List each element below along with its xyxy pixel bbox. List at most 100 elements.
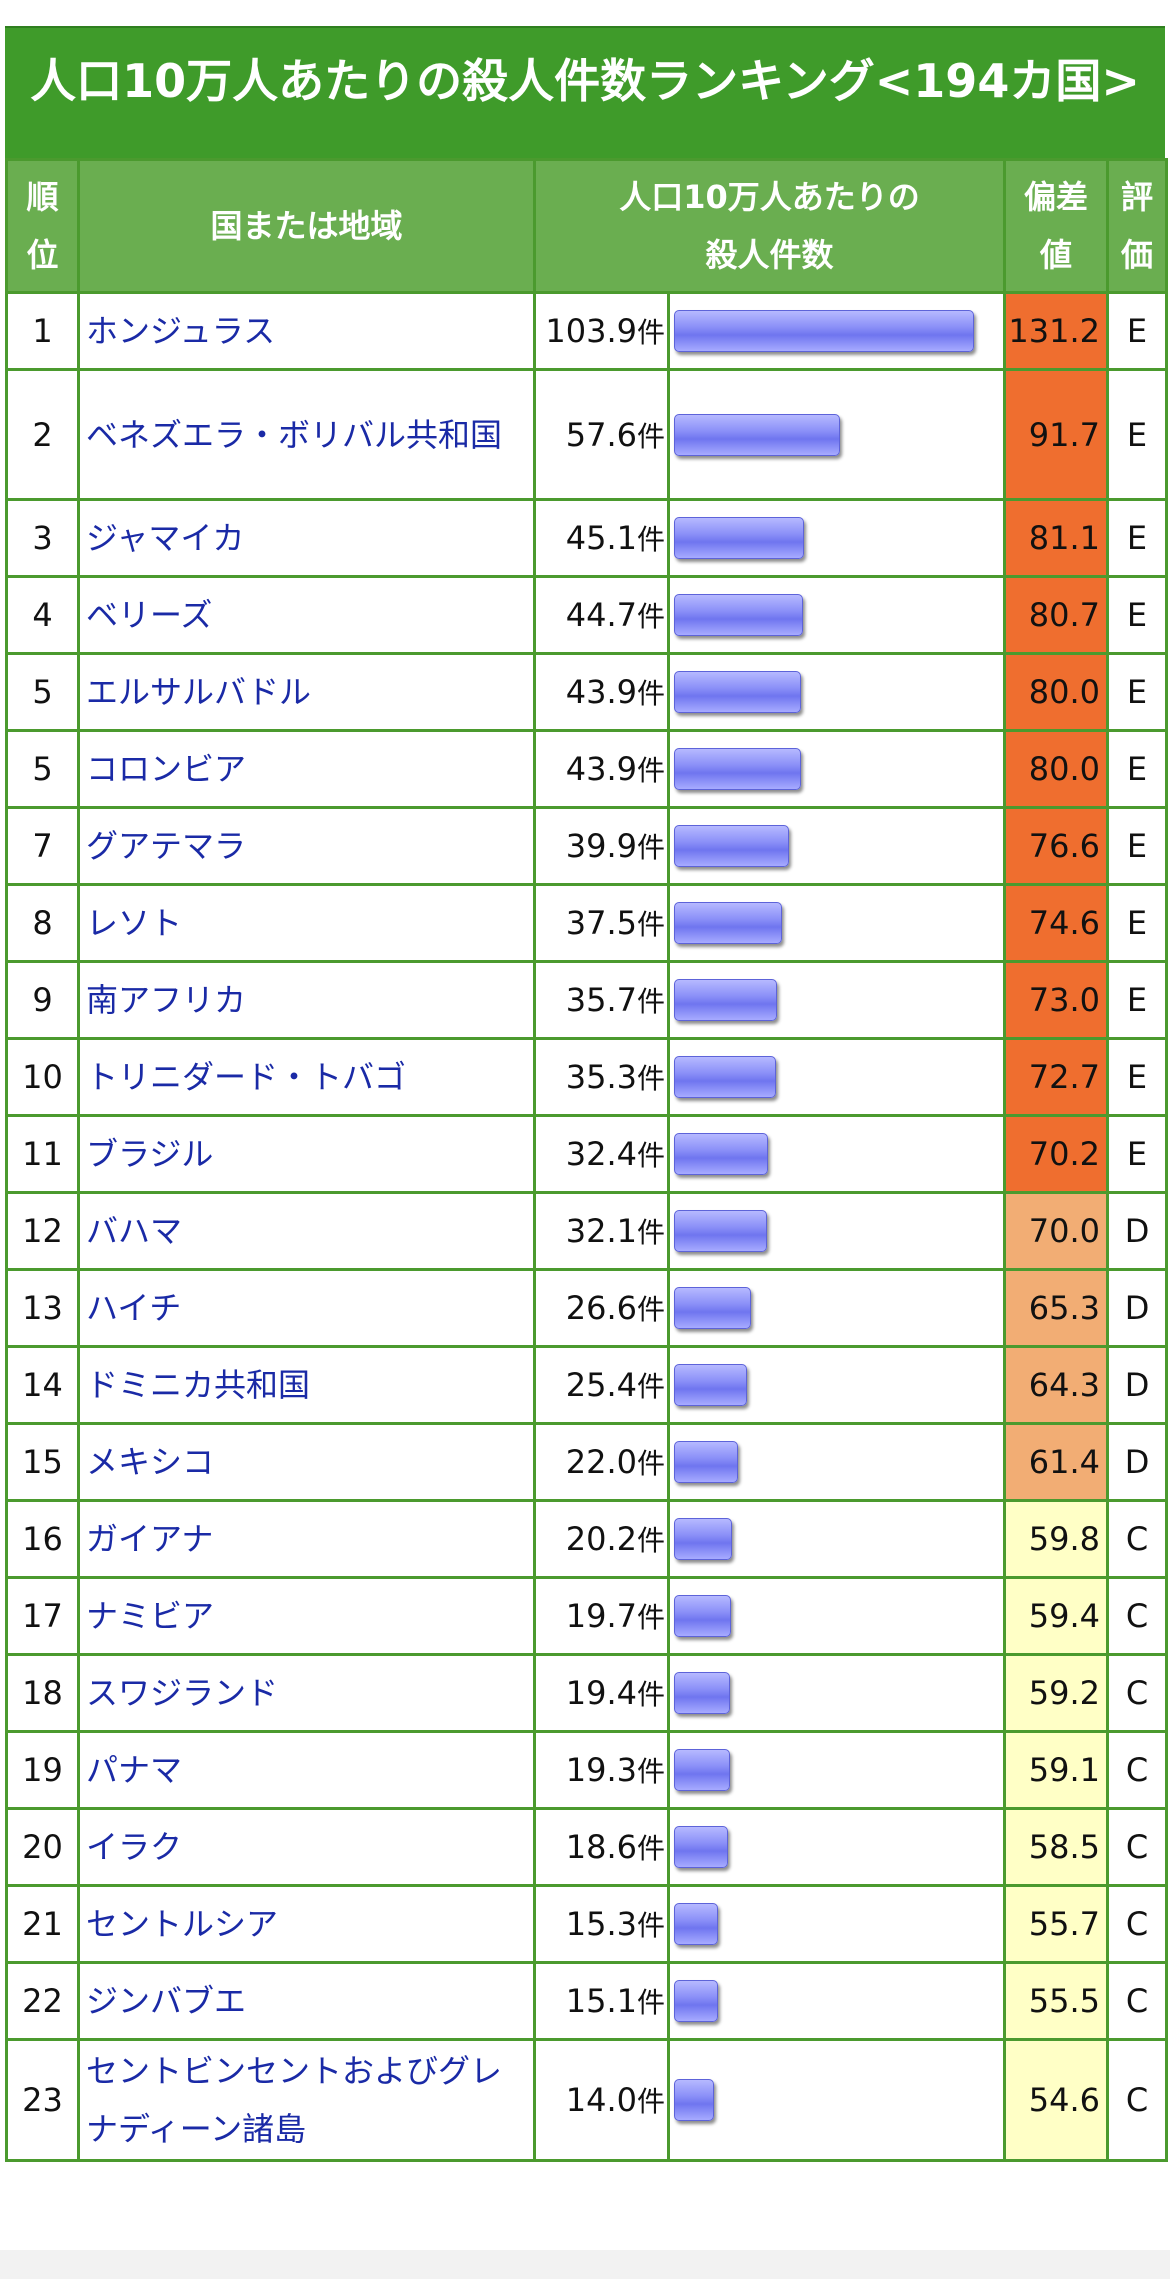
deviation-cell: 80.7	[1003, 575, 1110, 655]
bar-cell	[666, 1268, 1007, 1348]
grade-cell: E	[1106, 575, 1169, 655]
grade-cell: D	[1106, 1345, 1169, 1425]
deviation-cell: 59.8	[1003, 1499, 1110, 1579]
region-link[interactable]: パナマ	[77, 1730, 536, 1810]
region-link[interactable]: ジンバブエ	[77, 1961, 536, 2041]
table-row: 2 ベネズエラ・ボリバル共和国 57.6件 91.7 E	[5, 368, 1169, 501]
region-link[interactable]: ブラジル	[77, 1114, 536, 1194]
region-link[interactable]: ハイチ	[77, 1268, 536, 1348]
bar-cell	[666, 1807, 1007, 1887]
bar-cell	[666, 729, 1007, 809]
grade-cell: E	[1106, 960, 1169, 1040]
rank-cell: 12	[5, 1191, 80, 1271]
rank-cell: 23	[5, 2038, 80, 2162]
region-link[interactable]: ベネズエラ・ボリバル共和国	[77, 368, 536, 501]
region-link[interactable]: セントルシア	[77, 1884, 536, 1964]
region-link[interactable]: コロンビア	[77, 729, 536, 809]
value-cell: 44.7件	[533, 575, 670, 655]
grade-cell: E	[1106, 1037, 1169, 1117]
value-cell: 14.0件	[533, 2038, 670, 2162]
value-cell: 26.6件	[533, 1268, 670, 1348]
region-link[interactable]: 南アフリカ	[77, 960, 536, 1040]
region-link[interactable]: ドミニカ共和国	[77, 1345, 536, 1425]
deviation-cell: 65.3	[1003, 1268, 1110, 1348]
region-link[interactable]: メキシコ	[77, 1422, 536, 1502]
value-bar	[674, 310, 974, 352]
value-unit: 件	[636, 908, 665, 941]
value-bar	[674, 1364, 747, 1406]
table-row: 21 セントルシア 15.3件 55.7 C	[5, 1884, 1169, 1964]
value-cell: 25.4件	[533, 1345, 670, 1425]
region-link[interactable]: スワジランド	[77, 1653, 536, 1733]
deviation-cell: 70.2	[1003, 1114, 1110, 1194]
value-cell: 35.7件	[533, 960, 670, 1040]
region-link[interactable]: エルサルバドル	[77, 652, 536, 732]
value-bar	[674, 902, 782, 944]
value-bar	[674, 1749, 730, 1791]
value-cell: 18.6件	[533, 1807, 670, 1887]
grade-cell: C	[1106, 1499, 1169, 1579]
value-cell: 39.9件	[533, 806, 670, 886]
region-link[interactable]: レソト	[77, 883, 536, 963]
ranking-page: 人口10万人あたりの殺人件数ランキング<194カ国> 順位 国または地域 人口1…	[5, 26, 1169, 2162]
value-bar	[674, 1518, 732, 1560]
bar-cell	[666, 1114, 1007, 1194]
grade-cell: C	[1106, 1653, 1169, 1733]
bar-cell	[666, 1576, 1007, 1656]
value-number: 22.0	[565, 1443, 637, 1481]
bar-cell	[666, 575, 1007, 655]
value-unit: 件	[636, 1370, 665, 1403]
region-link[interactable]: バハマ	[77, 1191, 536, 1271]
value-unit: 件	[636, 1216, 665, 1249]
deviation-cell: 61.4	[1003, 1422, 1110, 1502]
value-bar	[674, 594, 803, 636]
value-bar	[674, 1672, 730, 1714]
value-unit: 件	[636, 1678, 665, 1711]
region-link[interactable]: グアテマラ	[77, 806, 536, 886]
bar-cell	[666, 1499, 1007, 1579]
value-bar	[674, 1056, 776, 1098]
value-bar	[674, 1133, 768, 1175]
bar-cell	[666, 883, 1007, 963]
region-link[interactable]: トリニダード・トバゴ	[77, 1037, 536, 1117]
value-unit: 件	[636, 419, 665, 453]
value-number: 18.6	[565, 1828, 637, 1866]
region-link[interactable]: ガイアナ	[77, 1499, 536, 1579]
region-link[interactable]: ホンジュラス	[77, 291, 536, 371]
value-number: 25.4	[565, 1366, 637, 1404]
rank-cell: 3	[5, 498, 80, 578]
value-bar	[674, 1903, 718, 1945]
value-cell: 35.3件	[533, 1037, 670, 1117]
header-rank: 順位	[5, 158, 80, 294]
region-link[interactable]: ナミビア	[77, 1576, 536, 1656]
value-number: 14.0	[565, 2081, 637, 2119]
region-link[interactable]: ベリーズ	[77, 575, 536, 655]
table-row: 3 ジャマイカ 45.1件 81.1 E	[5, 498, 1169, 578]
table-row: 8 レソト 37.5件 74.6 E	[5, 883, 1169, 963]
value-bar	[674, 517, 804, 559]
value-number: 20.2	[565, 1520, 637, 1558]
bar-cell	[666, 1345, 1007, 1425]
value-unit: 件	[636, 831, 665, 864]
value-number: 103.9	[545, 312, 637, 350]
value-number: 15.1	[565, 1982, 637, 2020]
deviation-cell: 55.5	[1003, 1961, 1110, 2041]
deviation-cell: 76.6	[1003, 806, 1110, 886]
deviation-cell: 54.6	[1003, 2038, 1110, 2162]
bar-cell	[666, 1884, 1007, 1964]
deviation-cell: 70.0	[1003, 1191, 1110, 1271]
grade-cell: E	[1106, 1114, 1169, 1194]
grade-cell: E	[1106, 291, 1169, 371]
rank-cell: 2	[5, 368, 80, 501]
region-link[interactable]: イラク	[77, 1807, 536, 1887]
value-bar	[674, 1210, 767, 1252]
grade-cell: C	[1106, 1807, 1169, 1887]
rank-cell: 22	[5, 1961, 80, 2041]
deviation-cell: 131.2	[1003, 291, 1110, 371]
table-row: 17 ナミビア 19.7件 59.4 C	[5, 1576, 1169, 1656]
region-link[interactable]: ジャマイカ	[77, 498, 536, 578]
bar-cell	[666, 2038, 1007, 2162]
region-link[interactable]: セントビンセントおよびグレナディーン諸島	[77, 2038, 536, 2162]
deviation-cell: 74.6	[1003, 883, 1110, 963]
deviation-cell: 58.5	[1003, 1807, 1110, 1887]
